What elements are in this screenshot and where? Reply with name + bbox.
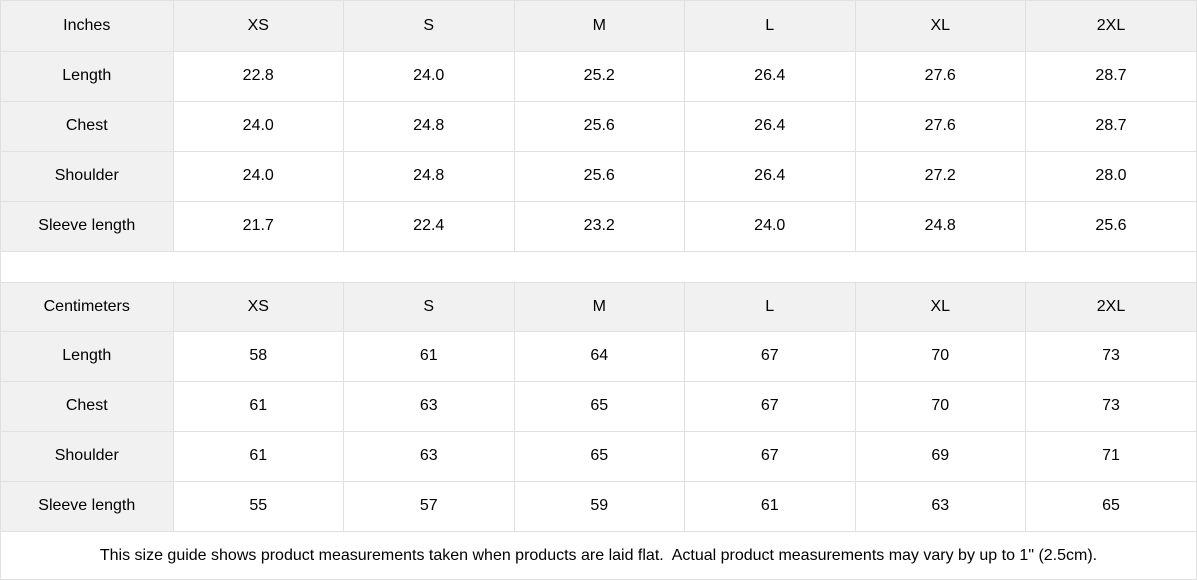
size-value-cell: 67 (684, 430, 856, 482)
table-row: Sleeve length 21.7 22.4 23.2 24.0 24.8 2… (1, 200, 1196, 252)
size-value-cell: 25.6 (1025, 200, 1196, 252)
size-value-cell: 28.0 (1025, 150, 1196, 202)
inches-size-table: Inches XS S M L XL 2XL Length 22.8 24.0 … (1, 1, 1196, 252)
column-header-s: S (343, 1, 515, 52)
column-header-2xl: 2XL (1025, 282, 1196, 332)
size-value-cell: 23.2 (513, 200, 685, 252)
size-value-cell: 73 (1025, 380, 1196, 432)
column-header-m: M (513, 1, 685, 52)
size-value-cell: 25.6 (513, 100, 685, 152)
size-value-cell: 26.4 (684, 100, 856, 152)
size-value-cell: 25.2 (513, 50, 685, 102)
column-header-2xl: 2XL (1025, 1, 1196, 52)
size-value-cell: 24.8 (343, 100, 515, 152)
size-value-cell: 55 (172, 480, 344, 532)
size-value-cell: 24.8 (854, 200, 1026, 252)
size-value-cell: 65 (513, 430, 685, 482)
size-value-cell: 70 (854, 330, 1026, 382)
size-value-cell: 24.8 (343, 150, 515, 202)
column-header-xs: XS (172, 282, 344, 332)
column-header-l: L (684, 282, 856, 332)
size-value-cell: 57 (343, 480, 515, 532)
size-value-cell: 27.2 (854, 150, 1026, 202)
row-label-shoulder: Shoulder (1, 150, 174, 202)
size-value-cell: 28.7 (1025, 50, 1196, 102)
size-value-cell: 73 (1025, 330, 1196, 382)
size-value-cell: 67 (684, 380, 856, 432)
row-label-shoulder: Shoulder (1, 430, 174, 482)
row-label-chest: Chest (1, 380, 174, 432)
unit-header-inches: Inches (1, 1, 174, 52)
size-value-cell: 59 (513, 480, 685, 532)
table-row: Shoulder 24.0 24.8 25.6 26.4 27.2 28.0 (1, 150, 1196, 202)
row-label-length: Length (1, 330, 174, 382)
size-value-cell: 61 (172, 380, 344, 432)
size-value-cell: 63 (854, 480, 1026, 532)
size-value-cell: 22.4 (343, 200, 515, 252)
size-value-cell: 63 (343, 380, 515, 432)
size-value-cell: 70 (854, 380, 1026, 432)
centimeters-size-table: Centimeters XS S M L XL 2XL Length 58 61… (1, 282, 1196, 532)
table-row: Chest 61 63 65 67 70 73 (1, 380, 1196, 432)
unit-header-centimeters: Centimeters (1, 282, 174, 332)
centimeters-header-row: Centimeters XS S M L XL 2XL (1, 282, 1196, 332)
row-label-chest: Chest (1, 100, 174, 152)
column-header-l: L (684, 1, 856, 52)
column-header-xl: XL (854, 282, 1026, 332)
column-header-xs: XS (172, 1, 344, 52)
column-header-xl: XL (854, 1, 1026, 52)
size-value-cell: 26.4 (684, 150, 856, 202)
size-value-cell: 24.0 (684, 200, 856, 252)
size-guide-note: This size guide shows product measuremen… (1, 531, 1196, 579)
table-row: Length 22.8 24.0 25.2 26.4 27.6 28.7 (1, 50, 1196, 102)
size-value-cell: 26.4 (684, 50, 856, 102)
row-label-sleeve-length: Sleeve length (1, 200, 174, 252)
size-value-cell: 61 (172, 430, 344, 482)
row-label-sleeve-length: Sleeve length (1, 480, 174, 532)
size-value-cell: 64 (513, 330, 685, 382)
inches-header-row: Inches XS S M L XL 2XL (1, 1, 1196, 52)
size-value-cell: 58 (172, 330, 344, 382)
table-row: Sleeve length 55 57 59 61 63 65 (1, 480, 1196, 532)
table-separator (1, 251, 1196, 283)
size-value-cell: 63 (343, 430, 515, 482)
size-value-cell: 28.7 (1025, 100, 1196, 152)
table-row: Shoulder 61 63 65 67 69 71 (1, 430, 1196, 482)
size-value-cell: 22.8 (172, 50, 344, 102)
size-value-cell: 69 (854, 430, 1026, 482)
size-value-cell: 65 (1025, 480, 1196, 532)
size-value-cell: 21.7 (172, 200, 344, 252)
table-row: Length 58 61 64 67 70 73 (1, 330, 1196, 382)
size-value-cell: 25.6 (513, 150, 685, 202)
size-value-cell: 27.6 (854, 100, 1026, 152)
size-value-cell: 67 (684, 330, 856, 382)
size-value-cell: 65 (513, 380, 685, 432)
column-header-m: M (513, 282, 685, 332)
size-value-cell: 24.0 (343, 50, 515, 102)
size-value-cell: 71 (1025, 430, 1196, 482)
table-row: Chest 24.0 24.8 25.6 26.4 27.6 28.7 (1, 100, 1196, 152)
size-value-cell: 61 (684, 480, 856, 532)
column-header-s: S (343, 282, 515, 332)
size-value-cell: 24.0 (172, 100, 344, 152)
size-value-cell: 24.0 (172, 150, 344, 202)
row-label-length: Length (1, 50, 174, 102)
size-value-cell: 61 (343, 330, 515, 382)
size-value-cell: 27.6 (854, 50, 1026, 102)
